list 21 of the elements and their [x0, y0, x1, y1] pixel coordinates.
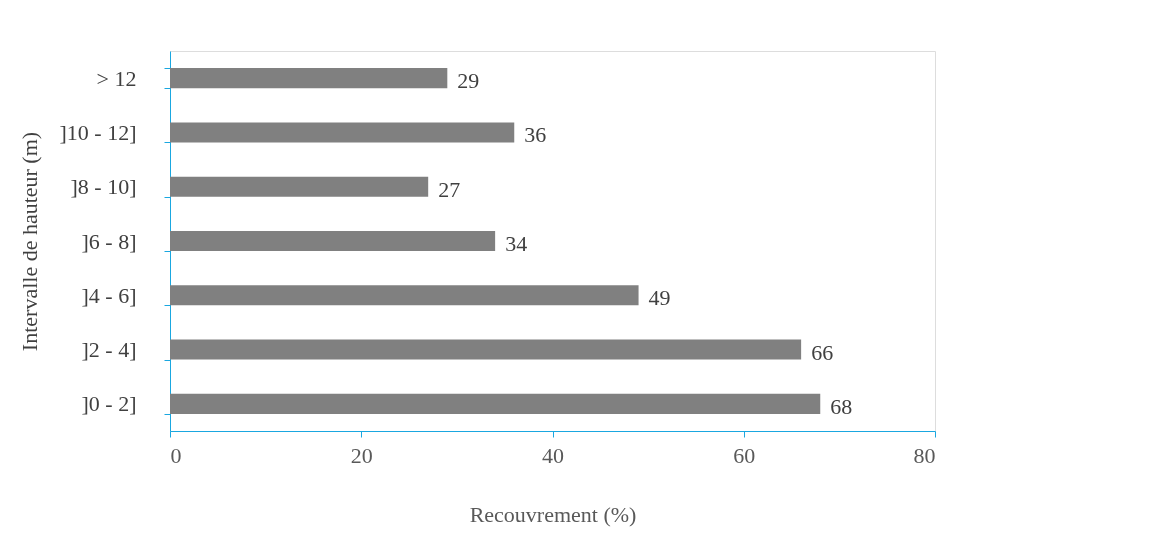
x-tick-label: 0 — [170, 442, 182, 468]
y-axis-title: Intervalle de hauteur (m) — [16, 131, 42, 352]
x-tick-label: 80 — [913, 442, 936, 468]
data-label: 34 — [505, 231, 528, 256]
data-label: 27 — [438, 176, 461, 202]
data-label: 36 — [524, 122, 547, 148]
data-label: 49 — [648, 285, 671, 311]
x-tick-label: 60 — [733, 442, 756, 468]
y-tick-label: ]2 - 4] — [81, 337, 137, 363]
x-tick-label: 20 — [350, 442, 373, 468]
data-label: 29 — [457, 68, 480, 94]
data-label: 68 — [830, 393, 853, 419]
data-label: 66 — [811, 339, 834, 365]
y-tick-label: ]8 - 10] — [70, 174, 137, 200]
y-tick-label: ]6 - 8] — [81, 228, 137, 254]
x-axis-title: Recouvrement (%) — [469, 501, 637, 527]
x-tick-label: 40 — [542, 442, 564, 468]
y-tick-label: ]10 - 12] — [59, 119, 137, 145]
y-tick-label: ]4 - 6] — [81, 282, 137, 308]
y-tick-label: > 12 — [96, 65, 137, 91]
y-tick-label: ]0 - 2] — [81, 391, 137, 417]
